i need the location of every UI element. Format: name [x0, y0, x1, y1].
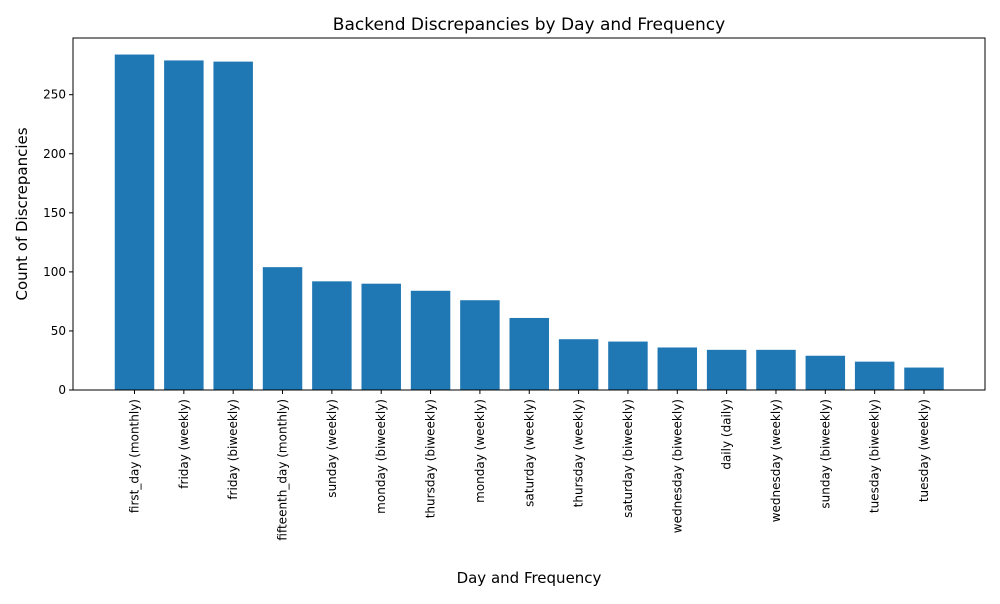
bar — [361, 283, 401, 390]
y-axis-label: Count of Discrepancies — [13, 127, 31, 300]
y-tick-label: 250 — [43, 88, 66, 102]
x-tick-label: tuesday (biweekly) — [868, 399, 882, 513]
bar — [657, 347, 698, 390]
bar — [904, 367, 944, 390]
bar — [706, 349, 747, 390]
bar — [410, 290, 451, 390]
bar — [509, 317, 549, 390]
plot-frame — [72, 37, 986, 391]
y-axis: 0 50 100 150 200 250 — [43, 88, 73, 397]
bar — [312, 281, 352, 390]
x-tick-label: thursday (biweekly) — [424, 399, 438, 518]
x-tick-label: first_day (monthly) — [128, 399, 142, 513]
x-tick-label: monday (weekly) — [473, 399, 487, 503]
bar — [805, 355, 846, 390]
y-tick-label: 100 — [43, 265, 66, 279]
x-tick-label: saturday (biweekly) — [621, 399, 635, 518]
x-tick-label: monday (biweekly) — [374, 399, 388, 514]
bar — [114, 54, 155, 390]
x-tick-label: wednesday (biweekly) — [670, 399, 684, 533]
y-tick-label: 150 — [43, 206, 66, 220]
x-axis: first_day (monthly) friday (weekly) friday… — [128, 390, 931, 541]
x-tick-label: fifteenth_day (monthly) — [276, 399, 290, 541]
x-tick-label: tuesday (weekly) — [917, 399, 931, 502]
x-tick-label: friday (biweekly) — [226, 399, 240, 500]
bar — [558, 339, 599, 390]
bar — [756, 349, 796, 390]
bar — [608, 341, 648, 390]
bars — [114, 54, 944, 391]
chart-title: Backend Discrepancies by Day and Frequen… — [333, 15, 725, 35]
y-tick-label: 50 — [51, 324, 66, 338]
bar — [213, 61, 253, 391]
y-tick-label: 0 — [58, 383, 66, 397]
x-tick-label: friday (weekly) — [177, 399, 191, 489]
x-tick-label: thursday (weekly) — [572, 399, 586, 507]
x-tick-label: wednesday (weekly) — [769, 399, 783, 522]
bar — [164, 60, 204, 390]
x-axis-label: Day and Frequency — [457, 569, 602, 587]
bar — [262, 267, 303, 390]
x-tick-label: saturday (weekly) — [522, 399, 536, 507]
bar — [854, 361, 895, 390]
x-tick-label: sunday (biweekly) — [818, 399, 832, 509]
y-tick-label: 200 — [43, 147, 66, 161]
bar — [460, 300, 500, 390]
x-tick-label: sunday (weekly) — [325, 399, 339, 498]
x-tick-label: daily (daily) — [720, 399, 734, 470]
